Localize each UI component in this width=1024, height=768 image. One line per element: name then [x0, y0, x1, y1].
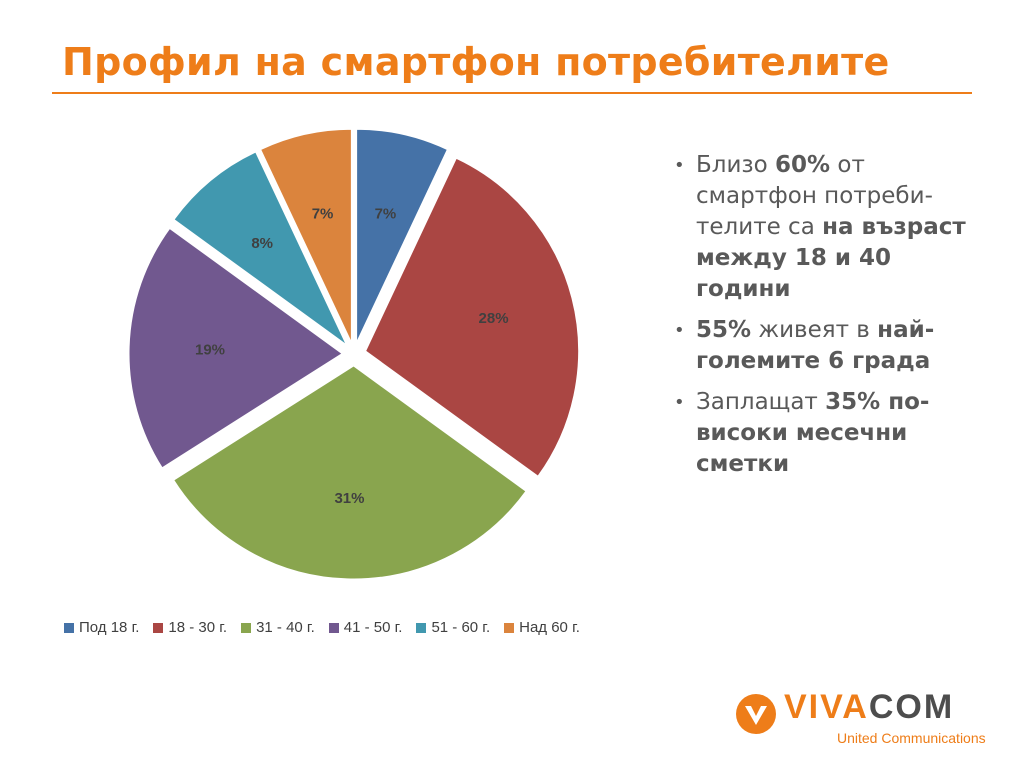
- pie-slice: [173, 151, 347, 346]
- pie-data-label: 8%: [251, 235, 273, 252]
- pie-slice: [128, 227, 343, 469]
- vivacom-logo: VIVACOM United Communications: [734, 688, 986, 750]
- bullet-text-bold: на възраст между 18 и 40 години: [696, 214, 966, 302]
- bullet-text: Близо: [696, 152, 776, 178]
- legend-label: 41 - 50 г.: [343, 619, 403, 636]
- legend-swatch: [241, 622, 252, 633]
- legend-item: 31 - 40 г.: [241, 619, 315, 636]
- pie-slice: [364, 157, 580, 477]
- bullet-text-bold: 60%: [775, 152, 831, 178]
- pie-data-label: 19%: [195, 341, 225, 358]
- bullet-item: • 55% живеят в най-големите 6 града: [672, 315, 982, 377]
- bullet-text: от смартфон потреби-телите са: [696, 152, 933, 240]
- chart-legend: Под 18 г. 18 - 30 г. 31 - 40 г. 41 - 50 г. 5…: [64, 619, 580, 636]
- slide-title: Профил на смартфон потребителите: [62, 40, 890, 84]
- legend-item: 18 - 30 г.: [153, 619, 227, 636]
- pie-data-label: 7%: [312, 205, 334, 222]
- logo-wordmark: VIVACOM: [784, 688, 954, 727]
- bullet-item: • Близо 60% от смартфон потреби-телите са…: [672, 150, 982, 305]
- logo-tagline: United Communications: [837, 730, 986, 746]
- logo-brand-a: VIVA: [784, 688, 869, 726]
- bullet-text-bold: 35% по-високи месечни сметки: [696, 389, 930, 477]
- legend-swatch: [328, 622, 339, 633]
- vivacom-logo-mark-icon: [736, 694, 776, 734]
- pie-data-label: 28%: [479, 310, 509, 327]
- legend-label: 51 - 60 г.: [431, 619, 491, 636]
- pie-slice: [356, 128, 448, 343]
- legend-label: Над 60 г.: [519, 619, 580, 636]
- legend-label: 31 - 40 г.: [256, 619, 315, 636]
- legend-swatch: [64, 622, 74, 633]
- bullet-text: живеят в: [751, 317, 878, 343]
- bullet-item: • Заплащат 35% по-високи месечни сметки: [672, 387, 982, 480]
- bullet-text-bold: 55%: [696, 317, 752, 343]
- bullet-marker: •: [674, 320, 685, 341]
- legend-swatch: [153, 622, 164, 633]
- pie-data-label: 7%: [375, 205, 397, 222]
- legend-swatch: [416, 622, 427, 633]
- bullet-list: • Близо 60% от смартфон потреби-телите са…: [672, 150, 982, 490]
- bullet-marker: •: [674, 155, 685, 176]
- legend-item: Над 60 г.: [504, 619, 580, 636]
- legend-item: 51 - 60 г.: [416, 619, 490, 636]
- legend-swatch: [504, 622, 515, 633]
- bullet-marker: •: [674, 392, 685, 413]
- pie-data-label: 31%: [334, 490, 364, 507]
- legend-item: Под 18 г.: [64, 619, 139, 636]
- bullet-text-bold: най-големите 6 града: [696, 317, 935, 374]
- logo-brand-b: COM: [868, 688, 955, 726]
- legend-item: 41 - 50 г.: [328, 619, 403, 636]
- pie-slice: [260, 128, 352, 343]
- legend-label: Под 18 г.: [79, 619, 140, 636]
- title-divider: [52, 92, 972, 94]
- legend-label: 18 - 30 г.: [168, 619, 228, 636]
- bullet-text: Заплащат: [696, 389, 826, 415]
- pie-slice: [173, 365, 527, 580]
